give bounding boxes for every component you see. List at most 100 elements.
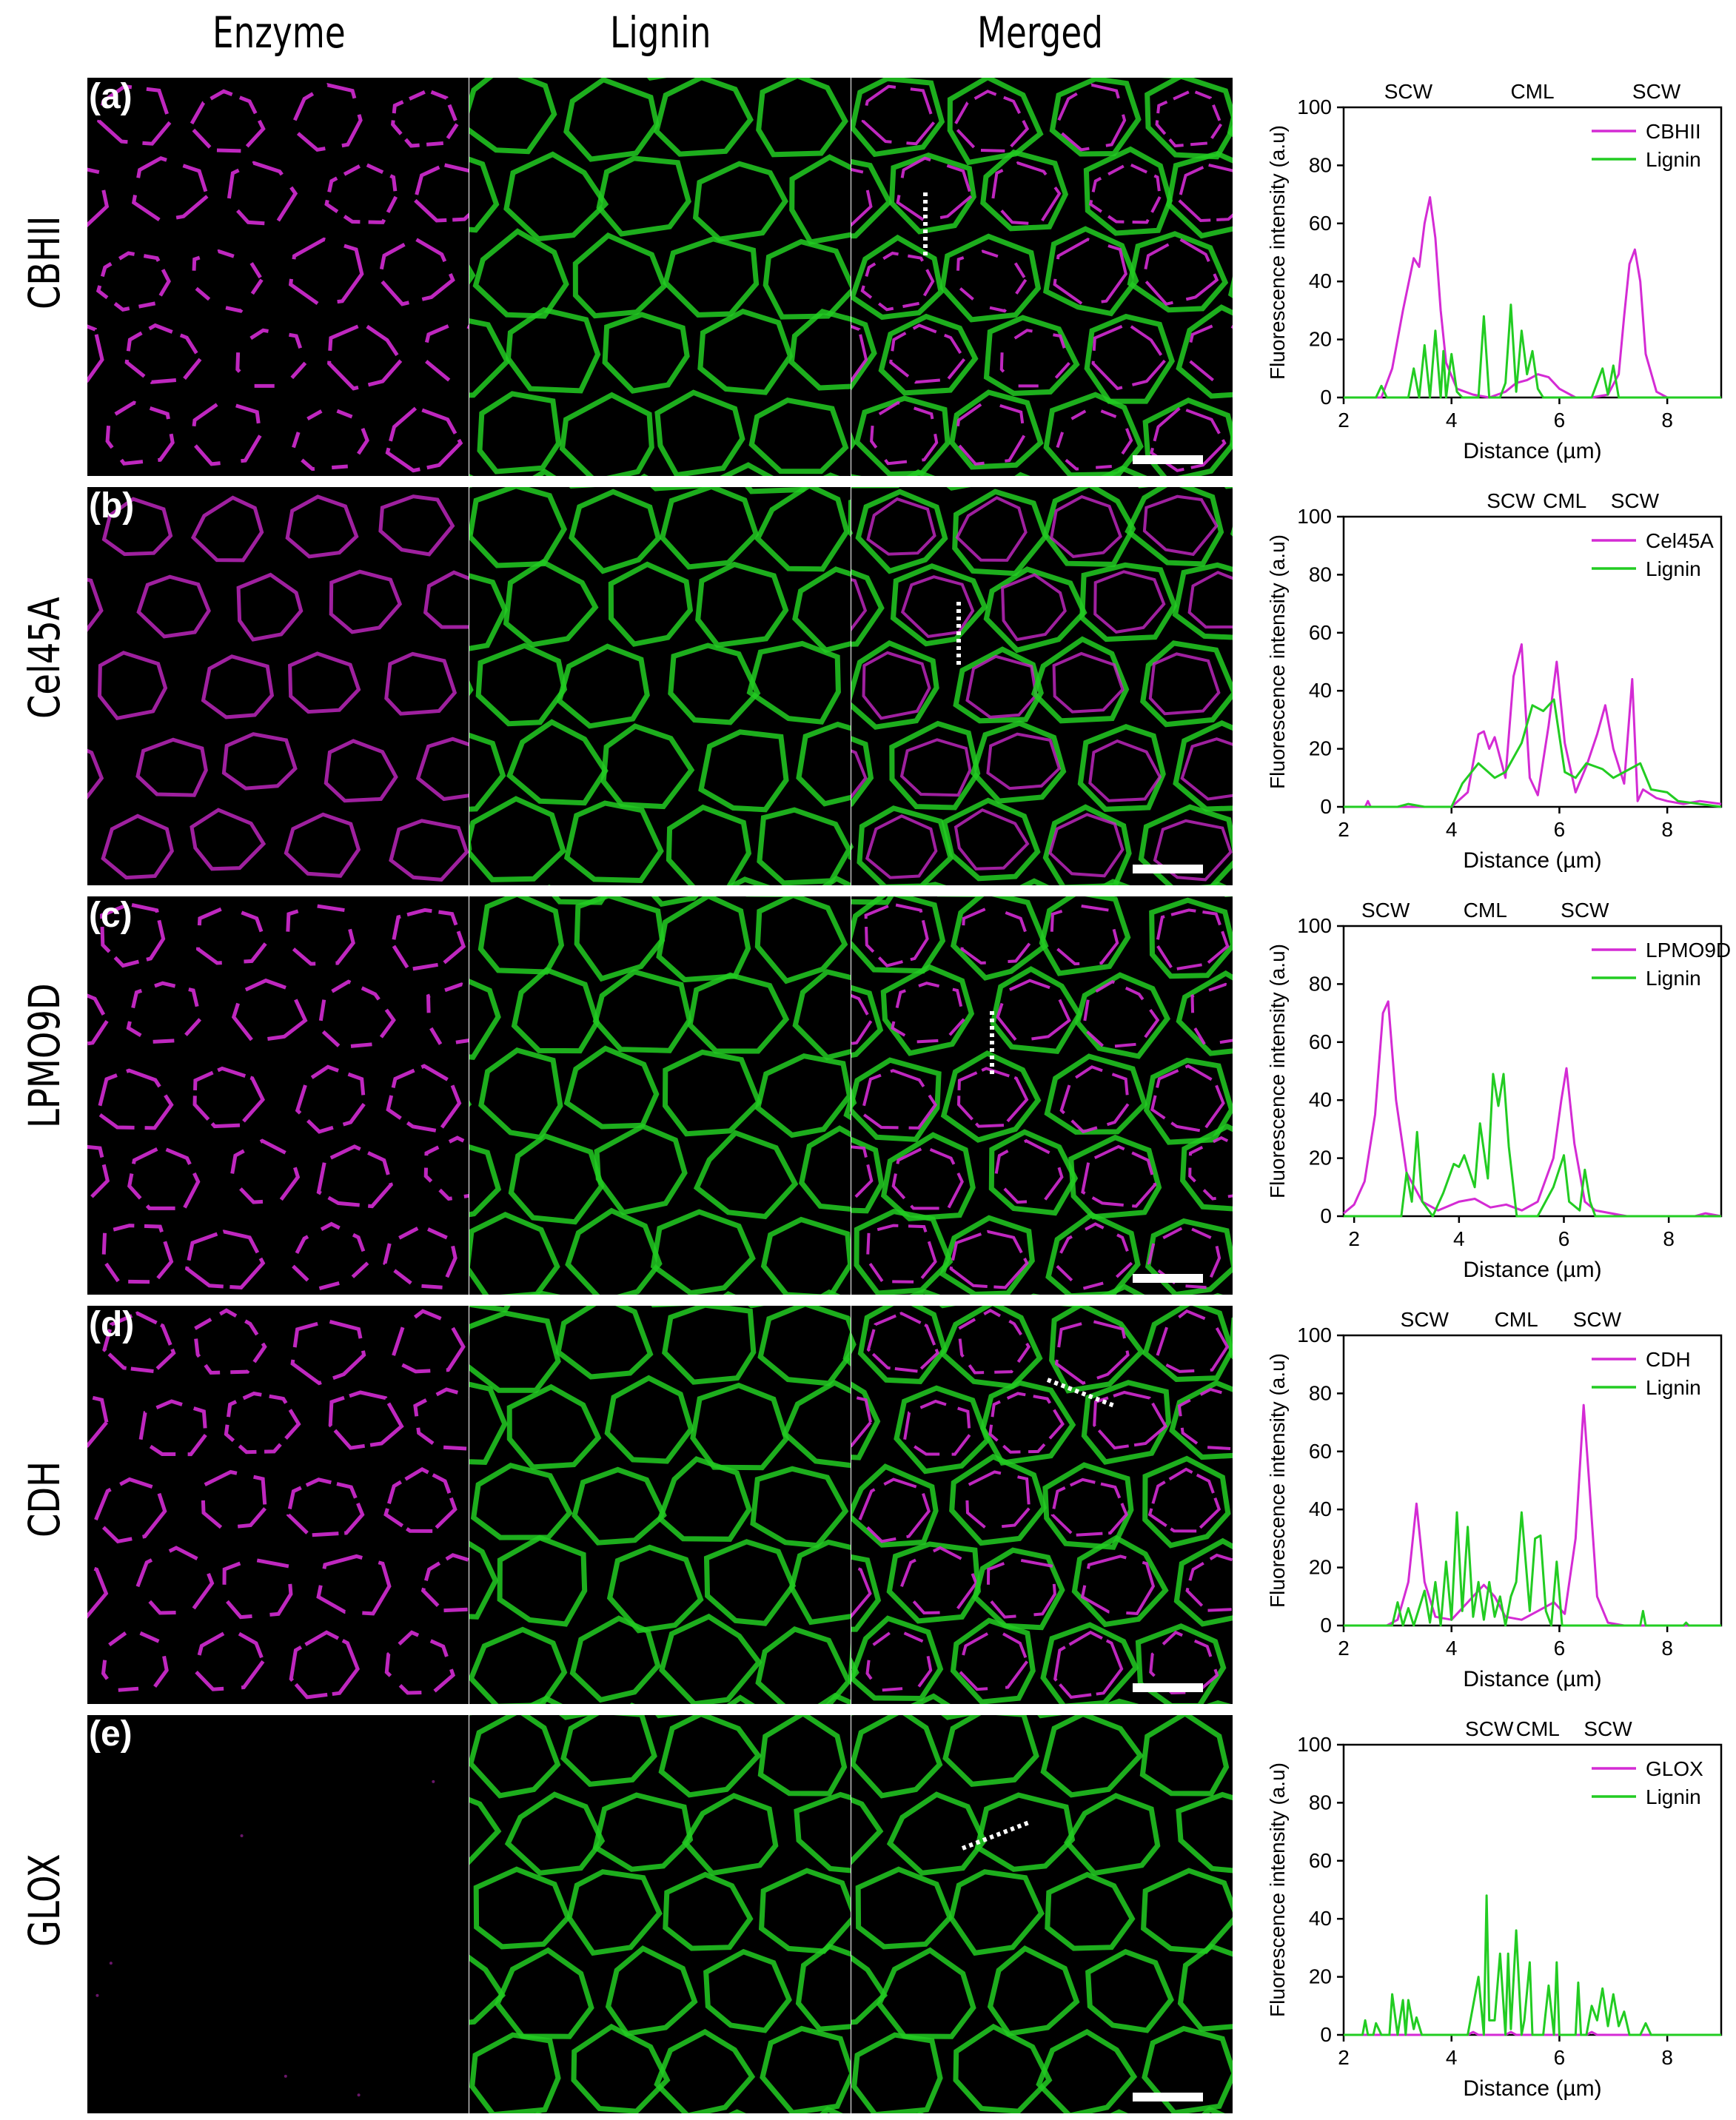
y-tick-label: 0: [1320, 795, 1332, 818]
cell-wall-lignin: [690, 1382, 790, 1471]
cell-wall-enzyme: [187, 89, 266, 153]
cell-wall-enzyme: [955, 496, 1028, 562]
series-line-lignin: [1344, 1073, 1721, 1218]
cell-wall-enzyme: [1155, 89, 1223, 148]
cell-wall-lignin: [1176, 970, 1233, 1056]
plot-frame: [1342, 1334, 1723, 1627]
cell-wall-enzyme: [105, 400, 175, 466]
cell-wall-lignin: [1176, 304, 1233, 399]
cell-wall-lignin: [497, 1534, 588, 1627]
cell-wall-lignin: [987, 1945, 1080, 2037]
x-tick-label: 6: [1554, 409, 1566, 432]
x-tick-label: 6: [1554, 1637, 1566, 1660]
cell-wall-enzyme: [192, 1627, 266, 1691]
cell-wall-enzyme: [1093, 1390, 1168, 1450]
cell-wall-enzyme: [229, 1138, 301, 1204]
cell-wall-enzyme: [87, 167, 110, 227]
cell-wall-enzyme: [378, 494, 455, 557]
cell-wall-lignin: [782, 1380, 851, 1469]
cell-wall-lignin: [663, 1871, 754, 1951]
cell-wall-lignin: [1040, 1622, 1139, 1704]
cell-wall-lignin: [469, 1954, 506, 2025]
cell-wall-enzyme: [1048, 813, 1125, 878]
cell-wall-lignin: [794, 1791, 851, 1874]
cell-wall-enzyme: [127, 1145, 201, 1210]
profile-chart-cdh: 0 20 40 60 80 100 2 4 6 8 Distance (µm) Fluorescenc…: [1240, 1298, 1732, 1702]
cell-wall-lignin: [469, 796, 566, 882]
cell-wall-lignin: [572, 232, 668, 319]
cell-wall-lignin: [983, 315, 1080, 396]
cell-wall-lignin: [571, 2023, 671, 2113]
cell-wall-lignin: [842, 1329, 851, 1367]
cell-wall-lignin: [475, 643, 568, 727]
enzyme-speck: [240, 1834, 244, 1837]
cell-wall-enzyme: [956, 249, 1028, 313]
cell-wall-enzyme: [1148, 652, 1221, 716]
row-label-lpmo9d: LPMO9D: [19, 983, 70, 1128]
cell-wall-lignin: [851, 896, 894, 905]
cell-wall-enzyme: [1142, 494, 1219, 557]
x-tick-label: 4: [1453, 1227, 1465, 1250]
plot-frame: [1342, 106, 1723, 399]
cell-wall-enzyme: [412, 163, 469, 223]
legend-label: CDH: [1646, 1348, 1691, 1371]
cell-wall-enzyme: [286, 1477, 365, 1537]
cell-wall-lignin: [1036, 2028, 1138, 2113]
region-label: SCW: [1611, 489, 1660, 512]
cell-wall-lignin: [1176, 1791, 1233, 1874]
cell-wall-enzyme: [384, 651, 458, 716]
cell-wall-enzyme: [1088, 161, 1162, 224]
y-tick-label: 60: [1309, 212, 1332, 235]
cell-wall-enzyme: [864, 902, 929, 967]
cell-wall-lignin: [692, 161, 788, 242]
region-label: SCW: [1583, 1717, 1632, 1740]
cell-wall-lignin: [948, 1869, 1045, 1956]
x-axis-label: Distance (µm): [1463, 2076, 1601, 2101]
cell-wall-enzyme: [1147, 1467, 1221, 1533]
y-axis-label: Fluorescence intensity (a.u): [1266, 944, 1289, 1198]
cell-wall-lignin: [983, 566, 1087, 654]
cell-wall-lignin: [880, 964, 975, 1056]
cell-wall-lignin: [506, 719, 609, 806]
cell-wall-lignin: [654, 389, 745, 476]
scale-bar: [1133, 2093, 1203, 2101]
cell-wall-lignin: [687, 972, 790, 1054]
cell-wall-lignin: [855, 489, 948, 574]
cell-wall-lignin: [1064, 1792, 1161, 1876]
enzyme-speck: [284, 2074, 287, 2078]
cell-wall-lignin: [949, 1453, 1048, 1546]
cell-wall-lignin: [469, 1626, 568, 1704]
cell-wall-enzyme: [1180, 737, 1233, 801]
cell-wall-enzyme: [899, 738, 972, 797]
column-header-merged: Merged: [977, 7, 1103, 58]
cell-wall-enzyme: [1054, 406, 1133, 471]
cell-wall-enzyme: [135, 737, 208, 797]
cell-wall-lignin: [792, 969, 851, 1061]
cell-wall-enzyme: [1088, 739, 1162, 802]
cell-wall-lignin: [851, 1463, 939, 1548]
cell-wall-lignin: [1173, 1537, 1233, 1627]
region-label: SCW: [1384, 80, 1433, 103]
cell-wall-enzyme: [100, 902, 166, 968]
cell-wall-enzyme: [389, 1309, 466, 1374]
cell-wall-enzyme: [851, 167, 873, 227]
legend-label: GLOX: [1646, 1757, 1703, 1780]
profile-chart-glox: 0 20 40 60 80 100 2 4 6 8 Distance (µm) Fluorescenc…: [1240, 1708, 1732, 2111]
cell-wall-lignin: [695, 561, 789, 648]
profile-chart-lpmo9d: 0 20 40 60 80 100 2 4 6 8 Distance (µm) Fluorescenc…: [1240, 889, 1732, 1292]
cell-wall-lignin: [469, 1144, 502, 1218]
cell-wall-lignin: [757, 1306, 851, 1386]
cell-wall-enzyme: [1150, 406, 1227, 472]
y-tick-label: 40: [1309, 1088, 1332, 1111]
y-tick-label: 20: [1309, 1556, 1332, 1579]
cell-wall-lignin: [939, 1215, 1035, 1295]
micrograph-lignin-glox: [469, 1715, 851, 2113]
cell-wall-enzyme: [960, 905, 1031, 965]
cell-wall-lignin: [1085, 1948, 1174, 2033]
cell-wall-enzyme: [1185, 1553, 1233, 1612]
cell-wall-lignin: [745, 487, 808, 494]
cell-wall-lignin: [1030, 636, 1130, 724]
micrograph-merged-cbhii: [851, 78, 1233, 476]
micrograph-merged-lpmo9d: [851, 896, 1233, 1295]
cell-wall-lignin: [469, 1306, 511, 1313]
